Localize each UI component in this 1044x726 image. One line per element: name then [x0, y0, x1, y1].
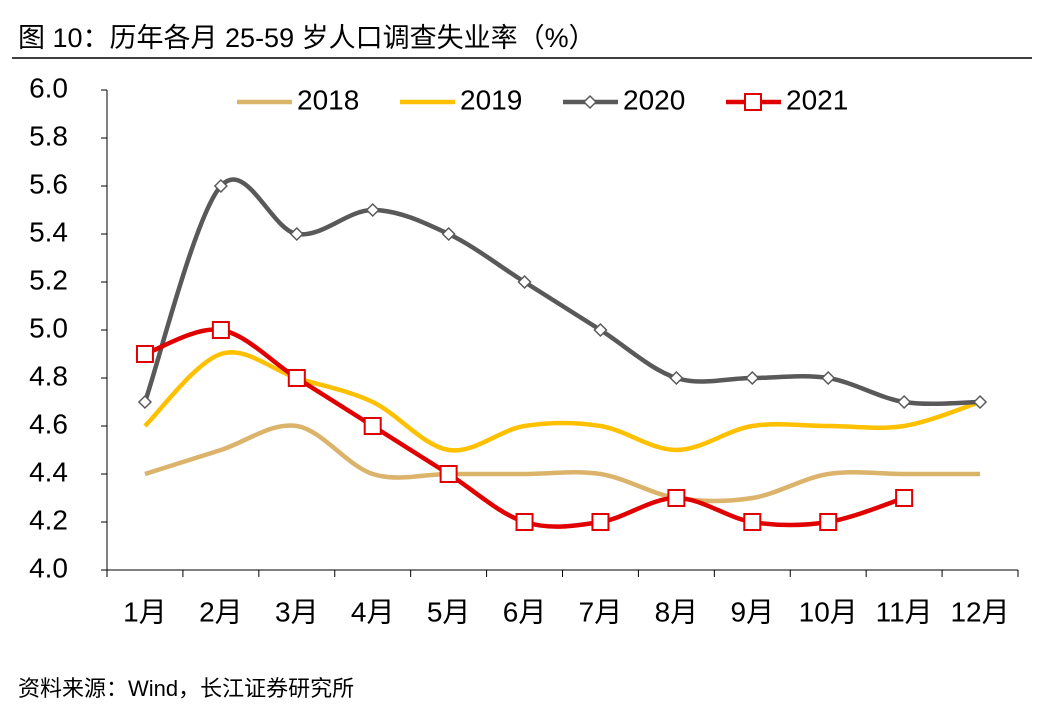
point-marker: [593, 322, 608, 338]
point-marker: [363, 417, 382, 435]
x-tick-label: 4月: [351, 596, 395, 627]
series-line: [144, 423, 981, 504]
point-marker: [669, 370, 684, 386]
y-tick-label: 4.0: [29, 552, 68, 583]
y-tick-label: 4.4: [29, 456, 68, 487]
point-marker: [137, 394, 153, 410]
x-tick-label: 11月: [876, 596, 933, 627]
legend-marker: [582, 94, 598, 110]
legend-label: 2020: [623, 84, 685, 115]
point-marker: [289, 226, 304, 242]
legend-label: 2021: [786, 84, 848, 115]
point-marker: [365, 202, 380, 218]
x-tick-label: 5月: [427, 596, 471, 627]
point-marker: [972, 394, 988, 410]
legend-label: 2018: [297, 84, 359, 115]
point-marker: [897, 394, 912, 410]
x-tick-label: 6月: [503, 596, 547, 627]
point-marker: [439, 465, 458, 483]
point-marker: [745, 370, 760, 386]
point-marker: [667, 489, 686, 507]
x-tick-label: 8月: [655, 596, 699, 627]
x-tick-label: 2月: [199, 596, 243, 627]
point-marker: [821, 370, 836, 386]
x-tick-label: 3月: [275, 596, 319, 627]
y-tick-label: 4.6: [29, 408, 68, 439]
y-tick-label: 4.2: [29, 504, 68, 535]
point-marker: [819, 513, 838, 531]
legend-label: 2019: [460, 84, 522, 115]
y-tick-label: 5.2: [29, 264, 68, 295]
series-line: [142, 177, 981, 407]
y-tick-label: 6.0: [29, 72, 68, 103]
point-marker: [517, 274, 532, 290]
x-tick-label: 10月: [799, 596, 858, 627]
point-marker: [287, 369, 306, 387]
point-marker: [515, 513, 534, 531]
point-marker: [135, 345, 154, 363]
y-tick-label: 4.8: [29, 360, 68, 391]
point-marker: [213, 178, 228, 194]
source-note: 资料来源：Wind，长江证券研究所: [18, 676, 354, 701]
x-tick-label: 7月: [579, 596, 623, 627]
y-tick-label: 5.0: [29, 312, 68, 343]
point-marker: [895, 489, 914, 507]
y-tick-label: 5.8: [29, 120, 68, 151]
point-marker: [743, 513, 762, 531]
point-marker: [441, 226, 456, 242]
point-marker: [591, 513, 610, 531]
x-tick-label: 1月: [123, 596, 167, 627]
series-line: [143, 350, 981, 453]
legend-marker: [744, 93, 762, 111]
chart-title: 图 10：历年各月 25-59 岁人口调查失业率（%）: [18, 23, 596, 53]
y-tick-label: 5.6: [29, 168, 68, 199]
x-tick-label: 12月: [950, 596, 1009, 627]
x-tick-label: 9月: [731, 596, 775, 627]
y-tick-label: 5.4: [29, 216, 68, 247]
point-marker: [211, 321, 230, 339]
